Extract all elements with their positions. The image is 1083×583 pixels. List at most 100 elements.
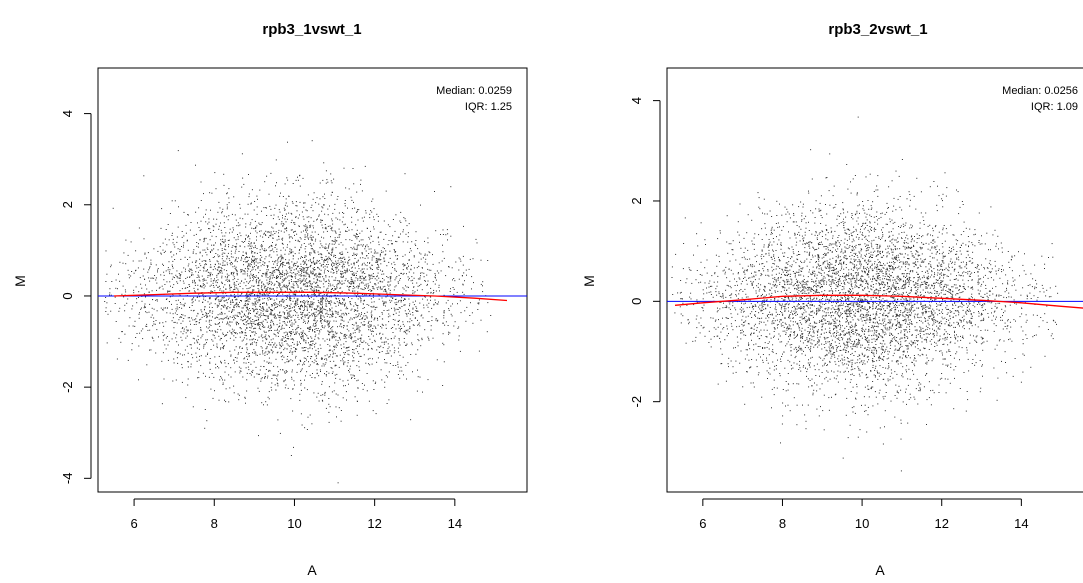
data-point bbox=[422, 257, 424, 259]
data-point bbox=[291, 213, 293, 215]
data-point bbox=[301, 272, 302, 274]
data-point bbox=[305, 267, 307, 268]
data-point bbox=[323, 316, 325, 318]
data-point bbox=[232, 227, 234, 229]
data-point bbox=[326, 288, 328, 290]
data-point bbox=[366, 268, 368, 270]
data-point bbox=[219, 289, 221, 291]
data-point bbox=[360, 298, 362, 299]
data-point bbox=[216, 282, 218, 284]
data-point bbox=[237, 238, 239, 240]
data-point bbox=[287, 321, 288, 323]
data-point bbox=[292, 255, 294, 257]
data-point bbox=[422, 317, 424, 319]
data-point bbox=[329, 309, 331, 311]
data-point bbox=[373, 288, 375, 290]
data-point bbox=[435, 279, 437, 281]
data-point bbox=[236, 272, 238, 274]
data-point bbox=[324, 247, 325, 249]
data-point bbox=[271, 245, 273, 247]
data-point bbox=[250, 264, 252, 266]
data-point bbox=[316, 320, 318, 322]
data-point bbox=[326, 310, 328, 312]
data-point bbox=[261, 314, 263, 316]
data-point bbox=[248, 196, 250, 198]
data-point bbox=[304, 236, 306, 238]
data-point bbox=[385, 324, 387, 326]
data-point bbox=[375, 327, 377, 329]
data-point bbox=[180, 274, 182, 276]
data-point bbox=[353, 275, 355, 276]
data-point bbox=[368, 253, 370, 254]
data-point bbox=[360, 322, 362, 324]
data-point bbox=[364, 248, 366, 250]
data-point bbox=[280, 192, 281, 194]
data-point bbox=[212, 334, 214, 336]
data-point bbox=[300, 317, 302, 319]
data-point bbox=[115, 279, 117, 281]
data-point bbox=[172, 380, 174, 382]
data-point bbox=[313, 312, 315, 314]
data-point bbox=[331, 367, 333, 369]
data-point bbox=[247, 245, 249, 247]
data-point bbox=[415, 310, 417, 312]
data-point bbox=[329, 325, 330, 327]
data-point bbox=[176, 281, 178, 283]
data-point bbox=[380, 326, 382, 327]
data-point bbox=[388, 288, 390, 290]
data-point bbox=[486, 331, 488, 333]
data-point bbox=[296, 312, 298, 314]
data-point bbox=[416, 289, 418, 291]
data-point bbox=[193, 296, 195, 298]
data-point bbox=[287, 179, 289, 181]
data-point bbox=[285, 324, 287, 326]
data-point bbox=[305, 340, 307, 342]
data-point bbox=[415, 245, 417, 246]
data-point bbox=[254, 301, 256, 303]
data-point bbox=[237, 257, 239, 259]
data-point bbox=[392, 365, 394, 366]
data-point bbox=[209, 266, 211, 268]
data-point bbox=[317, 392, 319, 394]
data-point bbox=[395, 255, 397, 257]
data-point bbox=[371, 286, 373, 288]
data-point bbox=[270, 298, 271, 300]
data-point bbox=[205, 263, 207, 265]
data-point bbox=[402, 229, 404, 231]
data-point bbox=[298, 306, 299, 307]
data-point bbox=[360, 244, 362, 246]
data-point bbox=[387, 338, 389, 340]
data-point bbox=[397, 282, 399, 284]
data-point bbox=[303, 362, 305, 364]
data-point bbox=[373, 319, 375, 321]
data-point bbox=[455, 261, 457, 263]
data-point bbox=[254, 294, 256, 295]
data-point bbox=[362, 278, 364, 280]
data-point bbox=[372, 410, 374, 412]
data-point bbox=[219, 301, 221, 302]
data-point bbox=[307, 227, 309, 229]
data-point bbox=[231, 262, 233, 263]
data-point bbox=[331, 268, 333, 270]
data-point bbox=[322, 246, 324, 248]
data-point bbox=[282, 258, 284, 260]
data-point bbox=[253, 311, 255, 313]
data-point bbox=[255, 261, 257, 263]
data-point bbox=[296, 298, 298, 300]
data-point bbox=[351, 280, 353, 282]
data-point bbox=[148, 311, 150, 313]
data-point bbox=[260, 365, 262, 367]
data-point bbox=[243, 323, 245, 325]
data-point bbox=[220, 318, 222, 320]
data-point bbox=[419, 376, 421, 378]
data-point bbox=[371, 316, 372, 317]
data-point bbox=[220, 267, 222, 268]
data-point bbox=[306, 269, 308, 271]
data-point bbox=[322, 179, 324, 181]
data-point bbox=[330, 349, 332, 351]
data-point bbox=[171, 232, 173, 234]
data-point bbox=[314, 250, 316, 252]
data-point bbox=[211, 312, 213, 314]
data-point bbox=[339, 302, 341, 304]
data-point bbox=[319, 262, 321, 264]
